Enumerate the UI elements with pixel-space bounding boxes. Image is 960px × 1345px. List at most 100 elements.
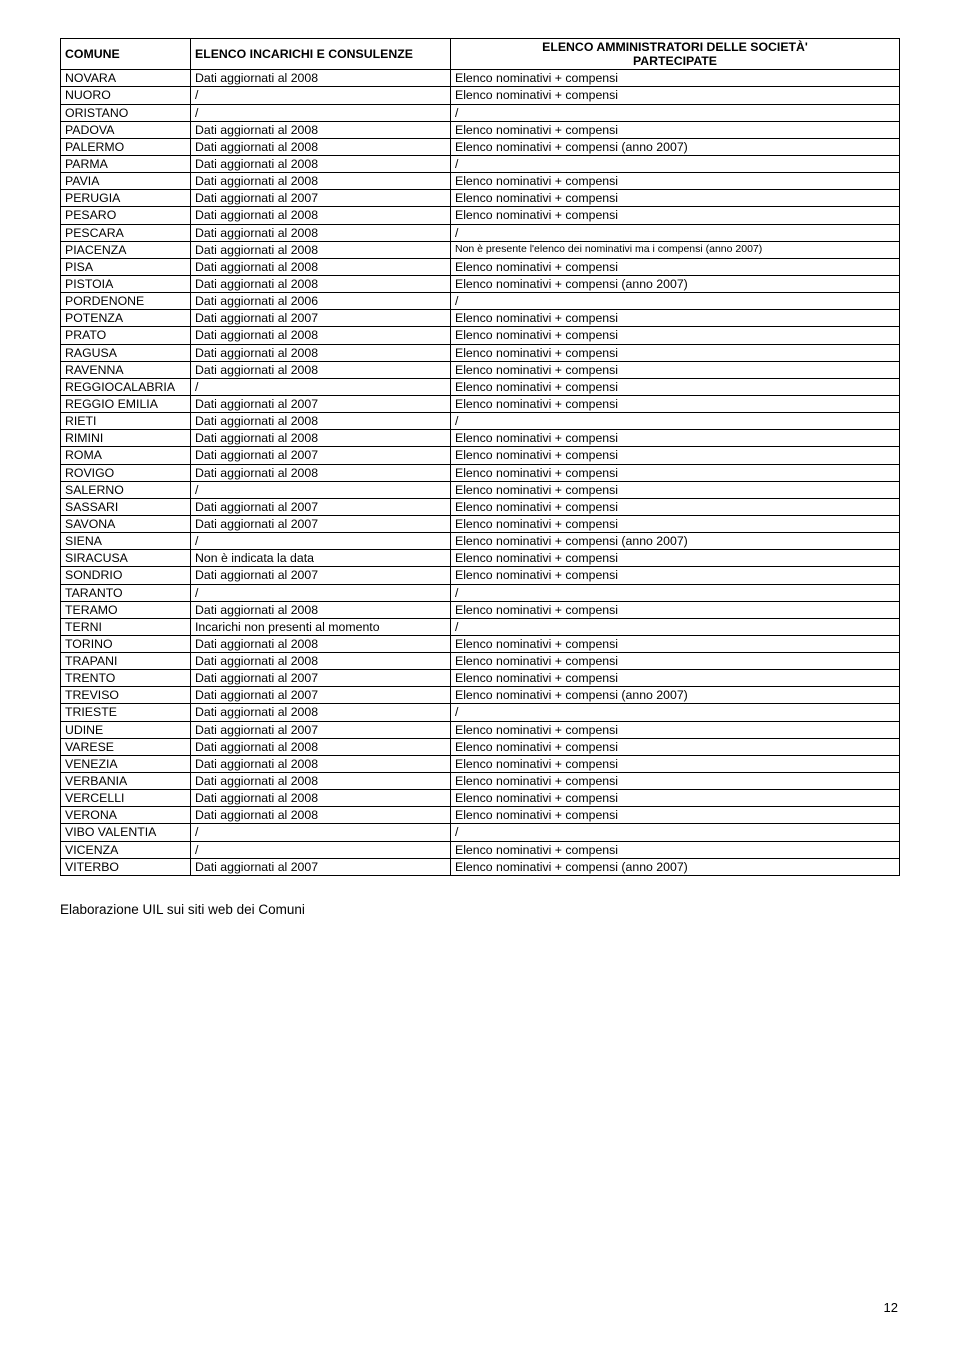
cell-amministratori: / bbox=[451, 704, 900, 721]
cell-amministratori: Elenco nominativi + compensi (anno 2007) bbox=[451, 138, 900, 155]
cell-amministratori: / bbox=[451, 104, 900, 121]
cell-amministratori: Elenco nominativi + compensi bbox=[451, 721, 900, 738]
cell-incarichi: Dati aggiornati al 2008 bbox=[191, 790, 451, 807]
table-row: RIETIDati aggiornati al 2008/ bbox=[61, 413, 900, 430]
cell-amministratori: / bbox=[451, 293, 900, 310]
cell-incarichi: / bbox=[191, 87, 451, 104]
cell-incarichi: Dati aggiornati al 2008 bbox=[191, 773, 451, 790]
cell-comune: VERONA bbox=[61, 807, 191, 824]
cell-incarichi: Dati aggiornati al 2008 bbox=[191, 464, 451, 481]
table-row: RAGUSADati aggiornati al 2008Elenco nomi… bbox=[61, 344, 900, 361]
cell-incarichi: / bbox=[191, 104, 451, 121]
cell-amministratori: Elenco nominativi + compensi bbox=[451, 481, 900, 498]
cell-comune: RIETI bbox=[61, 413, 191, 430]
cell-incarichi: / bbox=[191, 584, 451, 601]
cell-comune: SIENA bbox=[61, 533, 191, 550]
cell-amministratori: Elenco nominativi + compensi bbox=[451, 738, 900, 755]
cell-incarichi: / bbox=[191, 378, 451, 395]
cell-incarichi: Dati aggiornati al 2008 bbox=[191, 807, 451, 824]
header-incarichi: ELENCO INCARICHI E CONSULENZE bbox=[191, 39, 451, 70]
table-row: NOVARADati aggiornati al 2008Elenco nomi… bbox=[61, 70, 900, 87]
cell-incarichi: Dati aggiornati al 2008 bbox=[191, 70, 451, 87]
cell-incarichi: Dati aggiornati al 2008 bbox=[191, 635, 451, 652]
cell-incarichi: Dati aggiornati al 2008 bbox=[191, 755, 451, 772]
cell-comune: NUORO bbox=[61, 87, 191, 104]
cell-amministratori: / bbox=[451, 155, 900, 172]
cell-amministratori: / bbox=[451, 413, 900, 430]
table-row: SASSARIDati aggiornati al 2007Elenco nom… bbox=[61, 498, 900, 515]
table-row: ROMADati aggiornati al 2007Elenco nomina… bbox=[61, 447, 900, 464]
cell-comune: TERAMO bbox=[61, 601, 191, 618]
cell-comune: SAVONA bbox=[61, 515, 191, 532]
cell-amministratori: Elenco nominativi + compensi bbox=[451, 70, 900, 87]
table-row: SALERNO/Elenco nominativi + compensi bbox=[61, 481, 900, 498]
cell-amministratori: / bbox=[451, 584, 900, 601]
cell-comune: PORDENONE bbox=[61, 293, 191, 310]
cell-comune: ROMA bbox=[61, 447, 191, 464]
cell-incarichi: Dati aggiornati al 2008 bbox=[191, 173, 451, 190]
cell-comune: TRIESTE bbox=[61, 704, 191, 721]
table-row: SAVONADati aggiornati al 2007Elenco nomi… bbox=[61, 515, 900, 532]
cell-comune: VIBO VALENTIA bbox=[61, 824, 191, 841]
cell-incarichi: / bbox=[191, 841, 451, 858]
data-table: COMUNE ELENCO INCARICHI E CONSULENZE ELE… bbox=[60, 38, 900, 876]
cell-incarichi: Dati aggiornati al 2007 bbox=[191, 395, 451, 412]
table-row: TRENTODati aggiornati al 2007Elenco nomi… bbox=[61, 670, 900, 687]
cell-comune: PESARO bbox=[61, 207, 191, 224]
cell-comune: TORINO bbox=[61, 635, 191, 652]
table-row: PORDENONEDati aggiornati al 2006/ bbox=[61, 293, 900, 310]
cell-amministratori: Elenco nominativi + compensi bbox=[451, 773, 900, 790]
cell-amministratori: Elenco nominativi + compensi bbox=[451, 87, 900, 104]
cell-incarichi: Dati aggiornati al 2007 bbox=[191, 190, 451, 207]
cell-incarichi: Dati aggiornati al 2007 bbox=[191, 687, 451, 704]
cell-amministratori: Elenco nominativi + compensi bbox=[451, 550, 900, 567]
cell-amministratori: Elenco nominativi + compensi bbox=[451, 635, 900, 652]
cell-amministratori: / bbox=[451, 618, 900, 635]
cell-comune: TREVISO bbox=[61, 687, 191, 704]
table-row: PISADati aggiornati al 2008Elenco nomina… bbox=[61, 258, 900, 275]
cell-amministratori: Elenco nominativi + compensi bbox=[451, 841, 900, 858]
cell-amministratori: Elenco nominativi + compensi bbox=[451, 327, 900, 344]
table-row: RAVENNADati aggiornati al 2008Elenco nom… bbox=[61, 361, 900, 378]
cell-incarichi: Dati aggiornati al 2007 bbox=[191, 670, 451, 687]
cell-incarichi: Dati aggiornati al 2008 bbox=[191, 413, 451, 430]
cell-incarichi: Dati aggiornati al 2007 bbox=[191, 310, 451, 327]
page-number: 12 bbox=[884, 1300, 898, 1315]
cell-amministratori: Elenco nominativi + compensi bbox=[451, 361, 900, 378]
cell-amministratori: Elenco nominativi + compensi bbox=[451, 447, 900, 464]
cell-comune: PALERMO bbox=[61, 138, 191, 155]
cell-amministratori: Elenco nominativi + compensi bbox=[451, 755, 900, 772]
cell-incarichi: Dati aggiornati al 2008 bbox=[191, 704, 451, 721]
table-row: VIBO VALENTIA// bbox=[61, 824, 900, 841]
cell-amministratori: Non è presente l'elenco dei nominativi m… bbox=[451, 241, 900, 258]
cell-incarichi: Non è indicata la data bbox=[191, 550, 451, 567]
cell-incarichi: / bbox=[191, 533, 451, 550]
table-row: REGGIOCALABRIA/Elenco nominativi + compe… bbox=[61, 378, 900, 395]
table-row: SONDRIODati aggiornati al 2007Elenco nom… bbox=[61, 567, 900, 584]
document-page: COMUNE ELENCO INCARICHI E CONSULENZE ELE… bbox=[0, 0, 960, 1345]
cell-comune: ROVIGO bbox=[61, 464, 191, 481]
cell-amministratori: Elenco nominativi + compensi bbox=[451, 653, 900, 670]
cell-comune: REGGIOCALABRIA bbox=[61, 378, 191, 395]
cell-amministratori: Elenco nominativi + compensi bbox=[451, 190, 900, 207]
table-row: PAVIADati aggiornati al 2008Elenco nomin… bbox=[61, 173, 900, 190]
cell-amministratori: Elenco nominativi + compensi bbox=[451, 464, 900, 481]
table-row: ORISTANO// bbox=[61, 104, 900, 121]
cell-amministratori: Elenco nominativi + compensi bbox=[451, 378, 900, 395]
table-row: TERAMODati aggiornati al 2008Elenco nomi… bbox=[61, 601, 900, 618]
cell-comune: RAVENNA bbox=[61, 361, 191, 378]
cell-incarichi: Dati aggiornati al 2008 bbox=[191, 207, 451, 224]
table-row: VICENZA/Elenco nominativi + compensi bbox=[61, 841, 900, 858]
cell-comune: ORISTANO bbox=[61, 104, 191, 121]
cell-amministratori: Elenco nominativi + compensi bbox=[451, 121, 900, 138]
cell-amministratori: Elenco nominativi + compensi bbox=[451, 173, 900, 190]
cell-comune: PISTOIA bbox=[61, 275, 191, 292]
cell-comune: TARANTO bbox=[61, 584, 191, 601]
cell-amministratori: Elenco nominativi + compensi bbox=[451, 601, 900, 618]
table-row: TERNIIncarichi non presenti al momento/ bbox=[61, 618, 900, 635]
cell-comune: SIRACUSA bbox=[61, 550, 191, 567]
header-comune: COMUNE bbox=[61, 39, 191, 70]
cell-amministratori: Elenco nominativi + compensi bbox=[451, 498, 900, 515]
table-body: NOVARADati aggiornati al 2008Elenco nomi… bbox=[61, 70, 900, 876]
cell-incarichi: Dati aggiornati al 2008 bbox=[191, 361, 451, 378]
